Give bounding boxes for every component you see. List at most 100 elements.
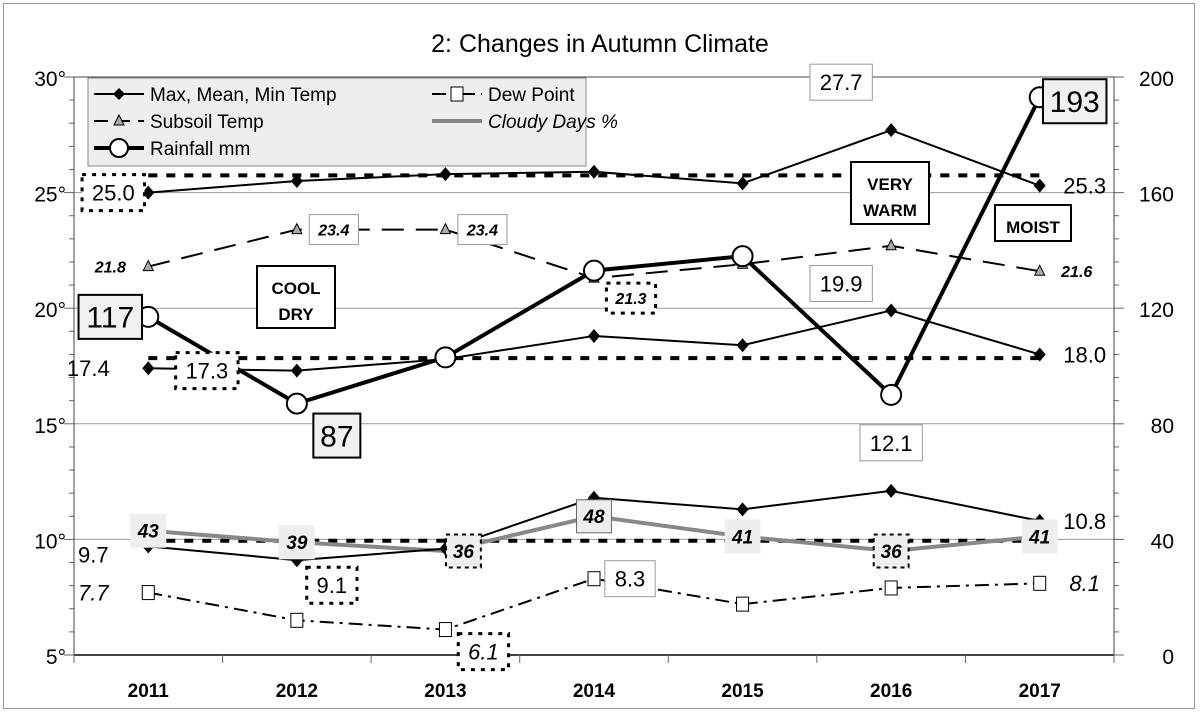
data-label-box [809, 63, 873, 101]
x-tick-label: 2016 [870, 681, 912, 702]
temp-marker [736, 502, 749, 517]
y-left-tick-label: 30° [34, 68, 66, 91]
temp-marker [885, 483, 898, 498]
y-right-tick-label: 80 [1151, 415, 1174, 438]
data-label: 25.0 [92, 181, 135, 206]
legend-box [87, 77, 587, 167]
rainfall-marker [880, 383, 903, 406]
data-label-box [1021, 519, 1058, 554]
dew-point-marker [438, 622, 452, 638]
subsoil-marker [439, 222, 452, 235]
legend-label: Max, Mean, Min Temp [150, 85, 337, 106]
chart-title: 2: Changes in Autumn Climate [431, 30, 769, 58]
dew-point-marker [141, 585, 155, 601]
temp-marker [885, 123, 898, 138]
data-label-box [859, 424, 923, 462]
temp-marker [290, 174, 303, 189]
data-label: 17.3 [185, 359, 228, 384]
data-label: 6.1 [468, 639, 499, 664]
data-label: 7.7 [78, 580, 109, 605]
temp-marker [588, 164, 600, 179]
data-label: 117 [86, 302, 134, 335]
data-label: 8.1 [1069, 571, 1100, 596]
y-right-tick-label: 160 [1139, 184, 1174, 207]
y-left-tick-label: 20° [34, 299, 66, 322]
y-left-tick-label: 15° [34, 415, 66, 438]
data-label: 12.1 [870, 431, 913, 456]
data-label: 36 [881, 542, 903, 563]
data-label-box [444, 533, 482, 569]
data-label: 41 [1028, 527, 1050, 548]
data-label-box [576, 499, 612, 534]
data-label: 19.9 [820, 271, 863, 296]
data-label: 9.1 [317, 573, 348, 598]
x-tick-label: 2012 [276, 681, 318, 702]
rainfall-marker [285, 392, 308, 415]
data-label-box [80, 173, 146, 213]
data-label: 87 [320, 420, 353, 453]
data-label: 10.8 [1063, 509, 1106, 534]
rainfall-marker [583, 259, 605, 282]
annotation-text: COOL [271, 279, 320, 298]
x-tick-label: 2013 [424, 681, 466, 702]
y-left-tick-label: 10° [34, 530, 66, 553]
data-label-box [604, 560, 656, 598]
annotation-text: WARM [863, 201, 917, 220]
annotation-text: VERY [867, 175, 913, 194]
data-label-box [130, 513, 167, 548]
data-label-box [312, 412, 362, 459]
x-tick-label: 2014 [573, 681, 616, 702]
y-right-tick-label: 200 [1139, 68, 1174, 91]
annotation-text: DRY [278, 305, 314, 324]
subsoil-marker [885, 238, 897, 251]
dew-point-marker [884, 580, 898, 596]
temp-marker [736, 176, 749, 191]
temp-marker [290, 363, 303, 378]
annotation-text: MOIST [1006, 218, 1060, 237]
y-right-tick-label: 120 [1139, 299, 1174, 322]
y-left-tick-label: 25° [34, 184, 66, 207]
legend-diamond-icon [113, 88, 125, 100]
dew-point-marker [587, 571, 601, 587]
temp-marker [1033, 178, 1046, 193]
data-label-box [456, 632, 511, 672]
data-label: 23.4 [317, 222, 349, 239]
data-label: 23.4 [466, 222, 498, 239]
annotation-box [256, 265, 336, 329]
legend-triangle-icon [113, 113, 125, 126]
legend-circle-icon [109, 138, 129, 158]
temp-marker [439, 167, 452, 182]
chart-frame [3, 3, 1195, 709]
series-line-dew-point [148, 577, 1040, 631]
subsoil-marker [1033, 264, 1046, 276]
legend-square-icon [450, 86, 464, 102]
data-label: 39 [286, 533, 308, 554]
temp-marker [142, 361, 155, 376]
data-label: 18.0 [1063, 342, 1106, 367]
temp-marker [588, 328, 600, 343]
data-label: 17.4 [67, 356, 110, 381]
data-label-box [457, 214, 508, 246]
data-label-box [724, 519, 761, 554]
data-label: 41 [731, 527, 753, 548]
rainfall-marker [731, 245, 754, 268]
data-label: 48 [582, 507, 605, 528]
rainfall-marker [434, 346, 457, 369]
legend-label: Dew Point [488, 85, 575, 106]
data-label: 27.7 [820, 70, 863, 95]
data-label-box [604, 281, 658, 315]
data-label: 193 [1050, 86, 1100, 119]
data-label: 25.3 [1063, 174, 1106, 199]
subsoil-marker [291, 222, 303, 235]
data-label-box [872, 533, 910, 569]
data-label: 21.6 [1060, 264, 1092, 281]
data-label-box [77, 293, 144, 340]
data-label-box [308, 214, 359, 246]
dew-point-marker [1033, 575, 1047, 591]
legend-label: Rainfall mm [150, 139, 250, 160]
dew-point-marker [290, 612, 304, 628]
data-label: 43 [137, 522, 160, 543]
temp-marker [736, 338, 749, 353]
plot-area [73, 76, 1115, 656]
x-tick-label: 2011 [128, 681, 170, 702]
